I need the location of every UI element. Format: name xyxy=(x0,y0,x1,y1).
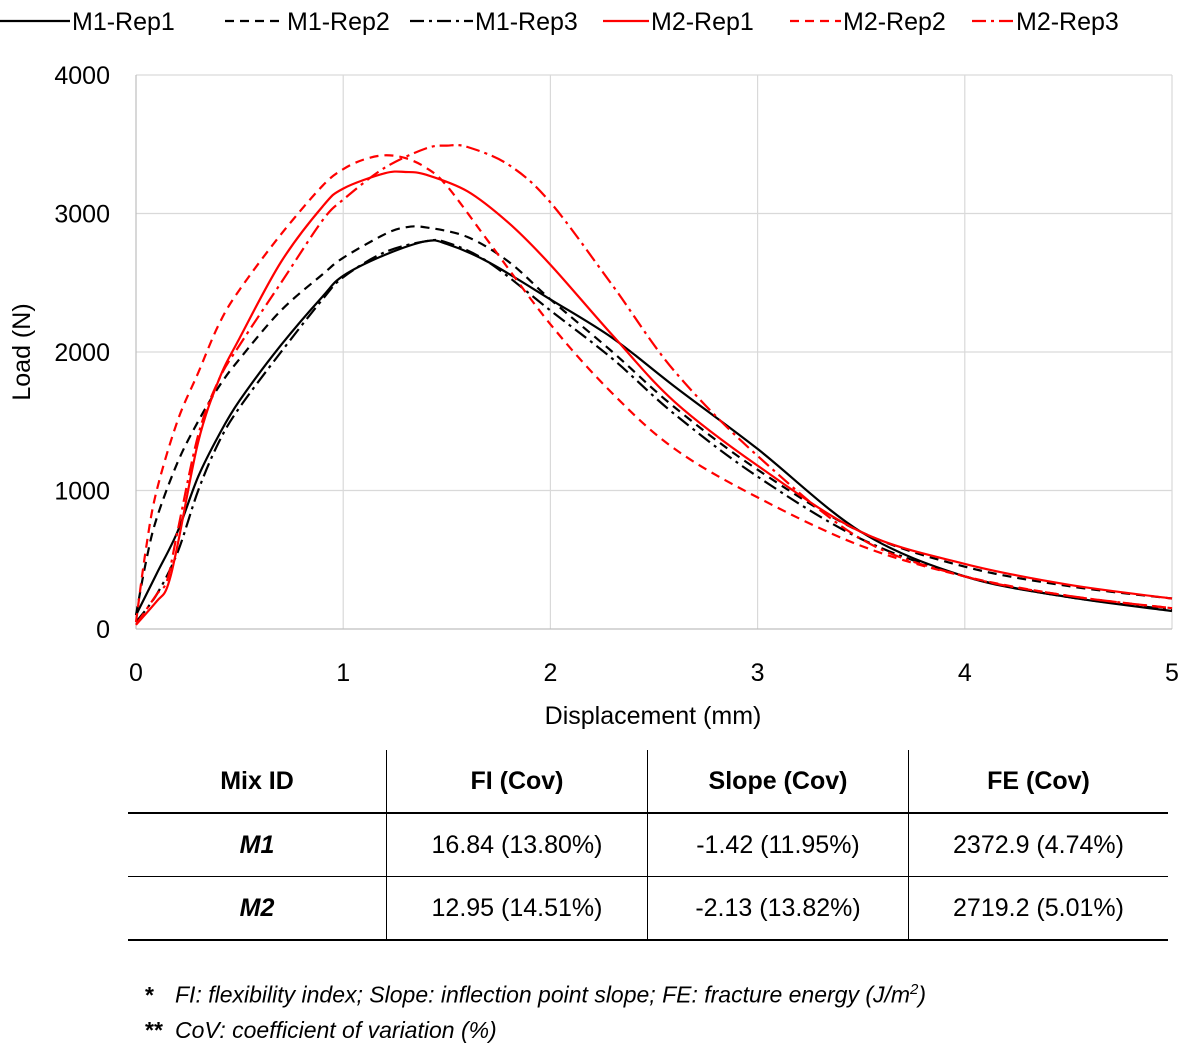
x-tick-label: 0 xyxy=(129,659,143,687)
x-tick-label: 4 xyxy=(958,659,972,687)
legend-label-m1-rep3: M1-Rep3 xyxy=(475,8,578,36)
series-group xyxy=(134,143,1173,626)
fe-cell: 2372.9 (4.74%) xyxy=(908,813,1168,877)
series-line-m2-rep3 xyxy=(135,143,1173,626)
x-tick-label: 2 xyxy=(543,659,557,687)
mix-id-cell: M1 xyxy=(239,830,275,859)
series-line-m1-rep2 xyxy=(134,225,1173,616)
footnotes: * FI: flexibility index; Slope: inflectio… xyxy=(145,972,926,1048)
y-tick-label: 3000 xyxy=(54,201,110,229)
x-tick-label: 1 xyxy=(336,659,350,687)
table-row: M2 12.95 (14.51%) -2.13 (13.82%) 2719.2 … xyxy=(128,876,1168,940)
legend-label-m2-rep3: M2-Rep3 xyxy=(1016,8,1119,36)
header-fi: FI (Cov) xyxy=(386,750,648,814)
series-line-m2-rep2 xyxy=(134,154,1173,623)
x-axis-label: Displacement (mm) xyxy=(545,702,762,730)
slope-cell: -1.42 (11.95%) xyxy=(647,813,909,877)
y-tick-label: 4000 xyxy=(54,62,110,90)
legend: M1-Rep1 M1-Rep2 M1-Rep3 M2-Rep1 M2-Rep2 M2-Re… xyxy=(0,8,1119,36)
slope-cell: -2.13 (13.82%) xyxy=(647,876,909,940)
superscript: 2 xyxy=(910,981,919,998)
series-line-m1-rep3 xyxy=(135,238,1173,623)
mix-id-cell: M2 xyxy=(239,893,275,922)
legend-label-m2-rep2: M2-Rep2 xyxy=(843,8,946,36)
y-tick-label: 2000 xyxy=(54,339,110,367)
legend-label-m1-rep2: M1-Rep2 xyxy=(287,8,390,36)
grid-lines xyxy=(135,74,1173,630)
footnote-marker: * xyxy=(145,981,154,1008)
footnote-1: * FI: flexibility index; Slope: inflectio… xyxy=(145,972,926,1013)
legend-label-m2-rep1: M2-Rep1 xyxy=(651,8,754,36)
y-tick-labels: 0 1000 2000 3000 4000 xyxy=(54,62,110,644)
load-displacement-chart: M1-Rep1 M1-Rep2 M1-Rep3 M2-Rep1 M2-Rep2 M2-Re… xyxy=(0,8,1179,730)
x-tick-labels: 0 1 2 3 4 5 xyxy=(129,659,1179,687)
footnote-text: CoV: coefficient of variation (%) xyxy=(175,1016,497,1043)
legend-label-m1-rep1: M1-Rep1 xyxy=(72,8,175,36)
footnote-marker: ** xyxy=(145,1016,163,1043)
footnote-text: FI: flexibility index; Slope: inflection… xyxy=(175,981,911,1008)
x-tick-label: 3 xyxy=(751,659,765,687)
table-row: M1 16.84 (13.80%) -1.42 (11.95%) 2372.9 … xyxy=(128,813,1168,877)
y-axis-label: Load (N) xyxy=(8,303,36,400)
header-fe: FE (Cov) xyxy=(908,750,1168,814)
table-header-row: Mix ID FI (Cov) Slope (Cov) FE (Cov) xyxy=(128,750,1168,814)
y-tick-label: 1000 xyxy=(54,478,110,506)
fe-cell: 2719.2 (5.01%) xyxy=(908,876,1168,940)
y-tick-label: 0 xyxy=(96,616,110,644)
series-line-m2-rep1 xyxy=(135,170,1173,626)
header-slope: Slope (Cov) xyxy=(647,750,909,814)
series-line-m1-rep1 xyxy=(135,239,1173,616)
results-table: Mix ID FI (Cov) Slope (Cov) FE (Cov) M1 … xyxy=(128,750,1168,941)
footnote-2: ** CoV: coefficient of variation (%) xyxy=(145,1013,926,1048)
fi-cell: 16.84 (13.80%) xyxy=(386,813,648,877)
footnote-end: ) xyxy=(918,981,927,1008)
fi-cell: 12.95 (14.51%) xyxy=(386,876,648,940)
x-tick-label: 5 xyxy=(1165,659,1179,687)
header-mix-id: Mix ID xyxy=(128,750,387,814)
